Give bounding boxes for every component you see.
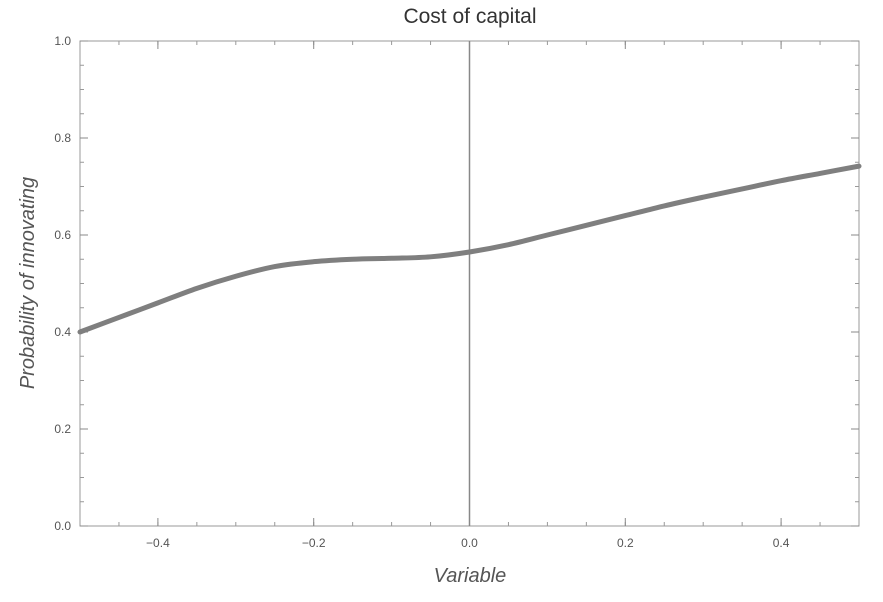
y-tick-label: 0.4 (54, 325, 71, 339)
y-tick-label: 0.6 (54, 228, 71, 242)
x-tick-label: 0.4 (773, 536, 790, 550)
x-tick-label: 0.2 (617, 536, 634, 550)
x-tick-label: 0.0 (461, 536, 478, 550)
y-tick-label: 0.0 (54, 519, 71, 533)
y-tick-label: 0.2 (54, 422, 71, 436)
x-tick-label: −0.2 (302, 536, 326, 550)
x-axis-label: Variable (434, 565, 507, 587)
chart-title: Cost of capital (403, 5, 536, 28)
y-tick-label: 1.0 (54, 34, 71, 48)
y-tick-label: 0.8 (54, 131, 71, 145)
x-tick-label: −0.4 (146, 536, 170, 550)
plot-area: −0.4 −0.2 0.0 0.2 0.4 0.0 0.2 0.4 0.6 0.8 1.0 (54, 34, 862, 550)
y-axis-label: Probability of innovating (17, 177, 39, 389)
series-line (77, 163, 862, 335)
